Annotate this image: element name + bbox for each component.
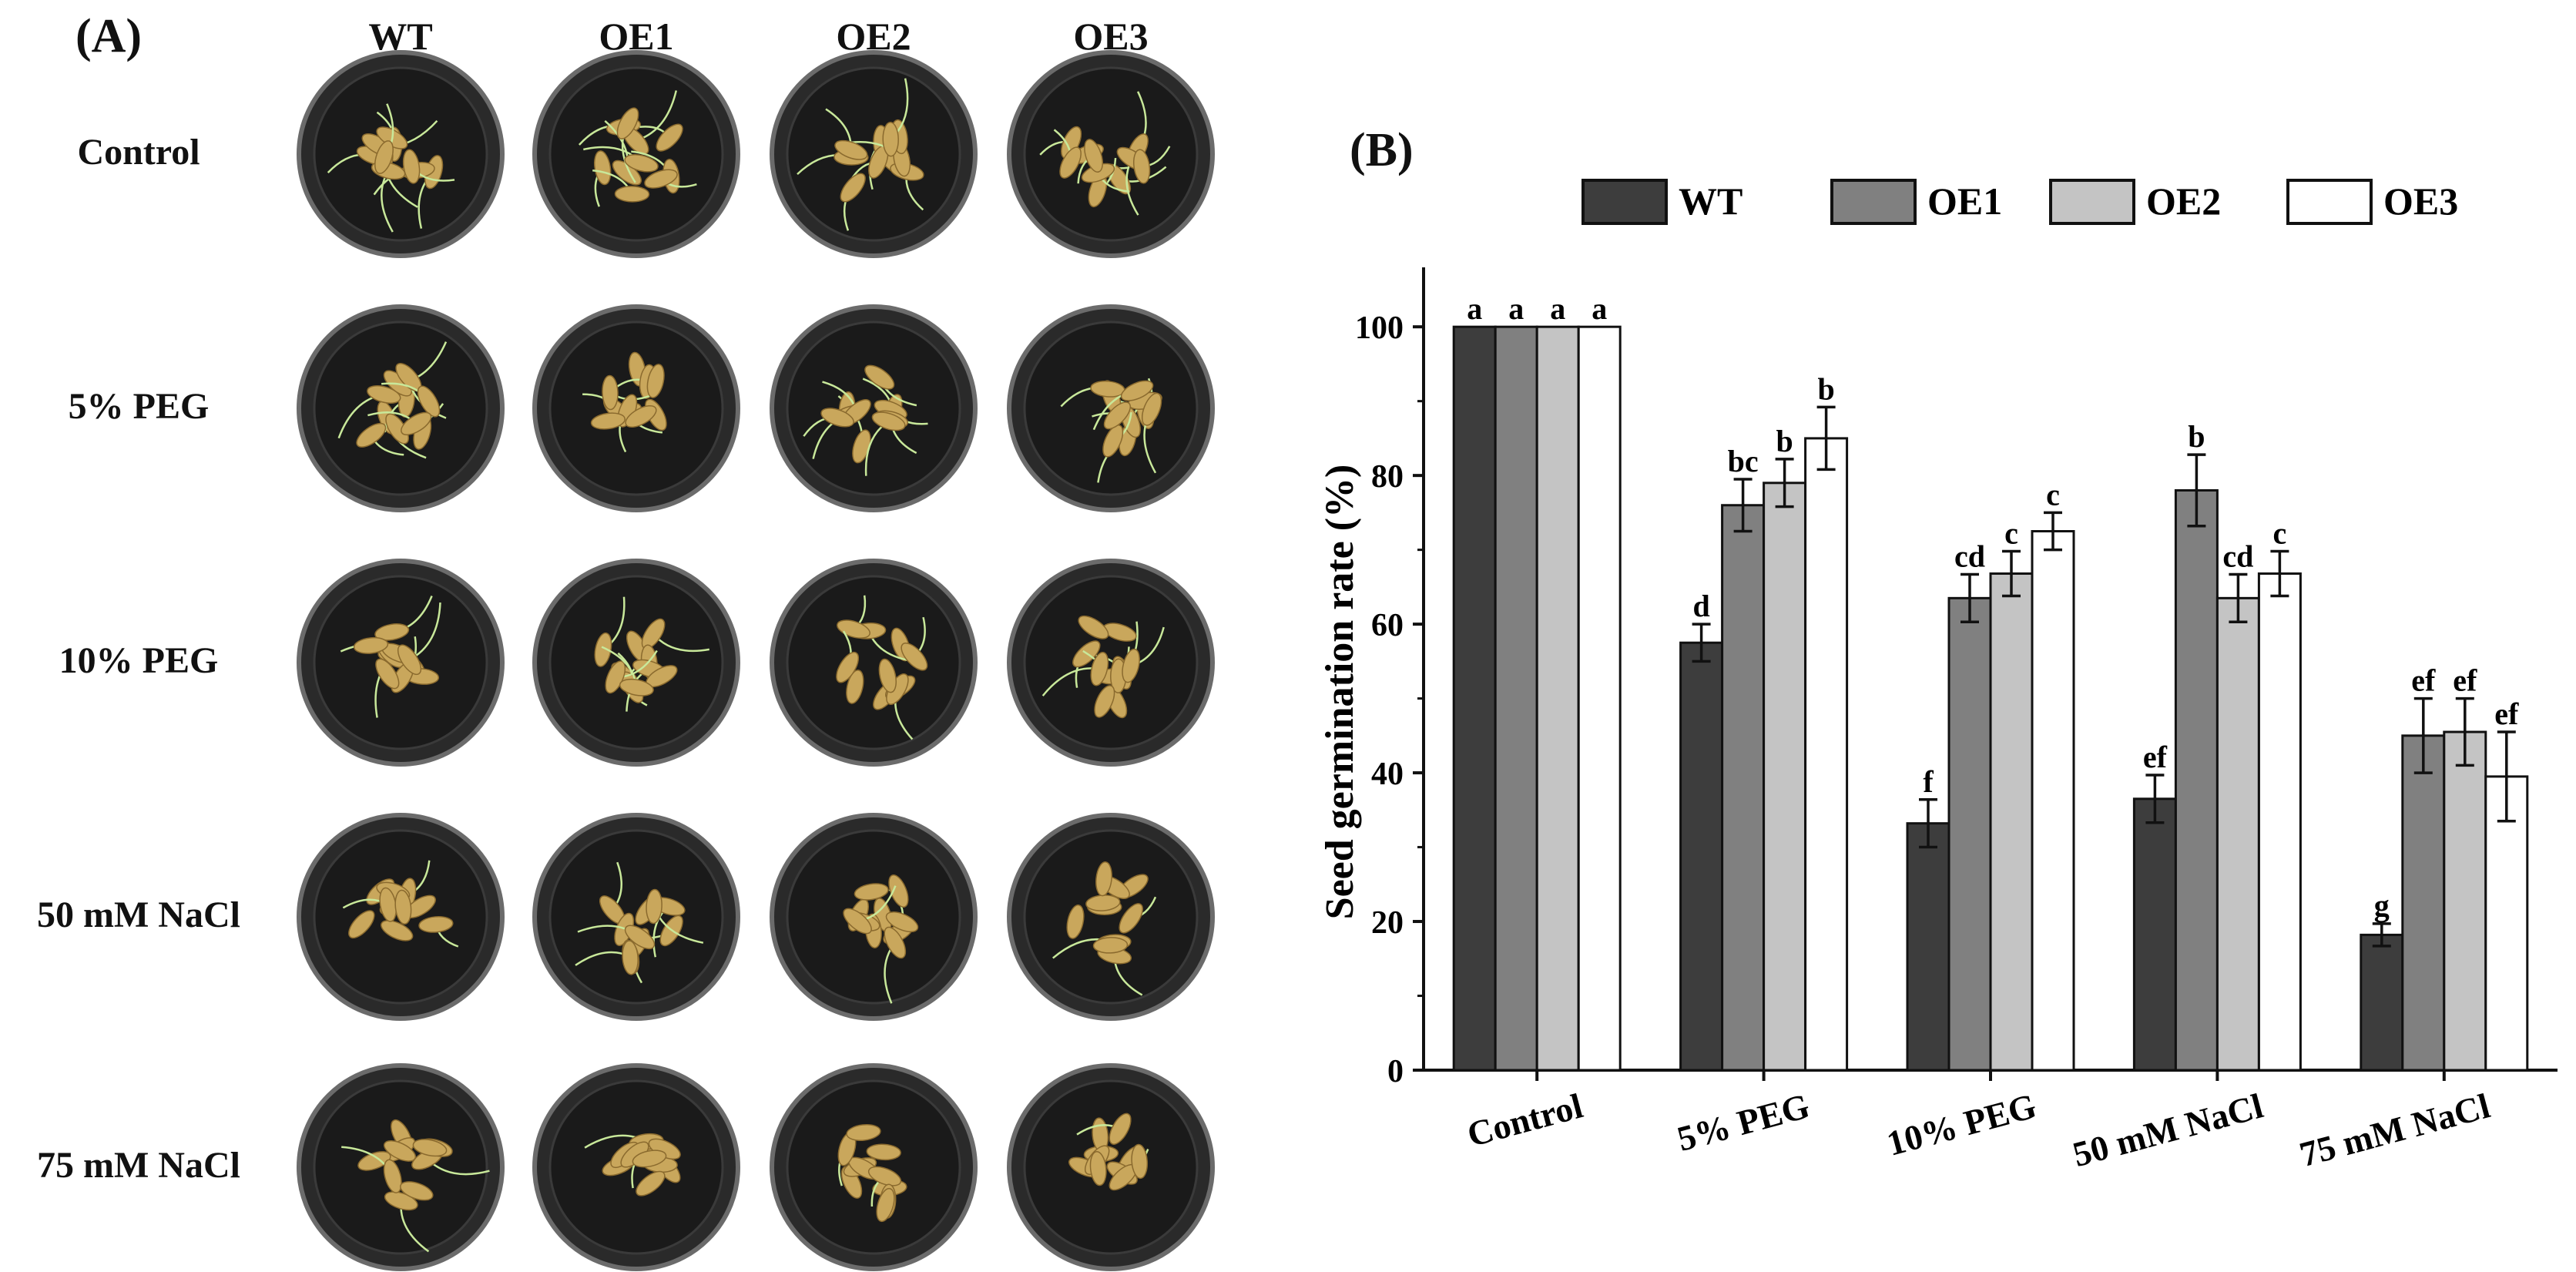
bar [1452,325,1497,1072]
legend-swatch [1581,179,1668,225]
bar [2215,596,2260,1072]
petri-dish [769,304,978,513]
y-tick-label: 80 [1371,459,1404,495]
x-tick-label: Control [1463,1086,1587,1154]
significance-letter: a [1508,291,1524,326]
petri-dish [296,812,505,1022]
significance-letter: ef [2494,696,2519,731]
bar [1906,822,1950,1072]
significance-letter: cd [2222,539,2253,573]
petri-dish [296,558,505,767]
row-label-3: 50 mM NaCl [37,894,240,935]
significance-letter: g [2374,888,2390,923]
bar [2174,488,2219,1072]
bar [1804,437,1849,1072]
significance-letter: cd [1954,539,1985,573]
bar [1494,325,1538,1072]
bar [1763,482,1807,1072]
significance-letter: ef [2411,663,2436,698]
petri-dish [296,1062,505,1272]
row-label-0: Control [77,132,200,173]
y-tick-label: 40 [1371,757,1404,792]
petri-dish [532,304,741,513]
panel-b-label: (B) [1350,124,1414,176]
bar [1989,572,2034,1072]
petri-dish [532,1062,741,1272]
x-tick-label: 10% PEG [1883,1086,2041,1163]
bar [1721,504,1766,1072]
significance-letter: d [1692,589,1709,623]
significance-letter: b [1776,424,1793,458]
legend-label: OE3 [2383,180,2458,223]
petri-dish [769,558,978,767]
significance-letter: a [1592,291,1607,326]
petri-dish [1006,558,1216,767]
row-label-2: 10% PEG [59,640,219,681]
petri-dish [532,558,741,767]
legend-label: OE1 [1927,180,2002,223]
significance-letter: bc [1728,444,1759,478]
y-tick-label: 0 [1387,1054,1404,1089]
petri-dish [296,49,505,259]
bar [1679,641,1724,1072]
significance-letter: f [1923,764,1934,799]
petri-dish [532,812,741,1022]
petri-dish [296,304,505,513]
bar [1947,596,1992,1072]
legend-swatch [1830,179,1917,225]
y-tick-label: 100 [1355,310,1404,346]
petri-dish [769,812,978,1022]
legend-swatch [2049,179,2135,225]
significance-letter: b [1817,371,1834,406]
row-label-1: 5% PEG [68,386,210,427]
y-tick-label: 60 [1371,608,1404,643]
bar [1577,325,1622,1072]
significance-letter: a [1550,291,1565,326]
petri-dish [1006,1062,1216,1272]
bar [2401,734,2446,1072]
y-tick-label: 20 [1371,905,1404,941]
petri-dish [769,1062,978,1272]
significance-letter: c [2273,516,2287,551]
bar [2132,797,2177,1072]
petri-dish [532,49,741,259]
panel-a-photo-grid: (A) WT OE1 OE2 OE3 Control 5% PEG 10% PEG 50 mM… [37,10,1216,1271]
significance-letter: c [2004,516,2018,551]
petri-dish [1006,304,1216,513]
petri-dish [769,49,978,259]
bar [2031,530,2075,1072]
significance-letter: a [1467,291,1482,326]
significance-letter: b [2188,419,2205,454]
bar [1535,325,1580,1072]
petri-dish [1006,49,1216,259]
panel-a-label: (A) [75,10,143,62]
legend-swatch [2286,179,2373,225]
y-axis-label: Seed germination rate (%) [1325,465,1362,920]
bar [2443,730,2487,1072]
x-tick-label: 75 mM NaCl [2296,1086,2494,1174]
x-tick-label: 50 mM NaCl [2068,1086,2267,1174]
petri-dish [1006,812,1216,1022]
significance-letter: ef [2453,663,2477,698]
bar [2360,933,2404,1072]
row-label-4: 75 mM NaCl [37,1145,240,1186]
legend-label: WT [1679,180,1742,223]
significance-letter: c [2046,477,2060,512]
x-tick-label: 5% PEG [1673,1086,1813,1159]
significance-letter: ef [2143,740,2168,774]
legend-label: OE2 [2146,180,2221,223]
bar [2257,572,2302,1072]
